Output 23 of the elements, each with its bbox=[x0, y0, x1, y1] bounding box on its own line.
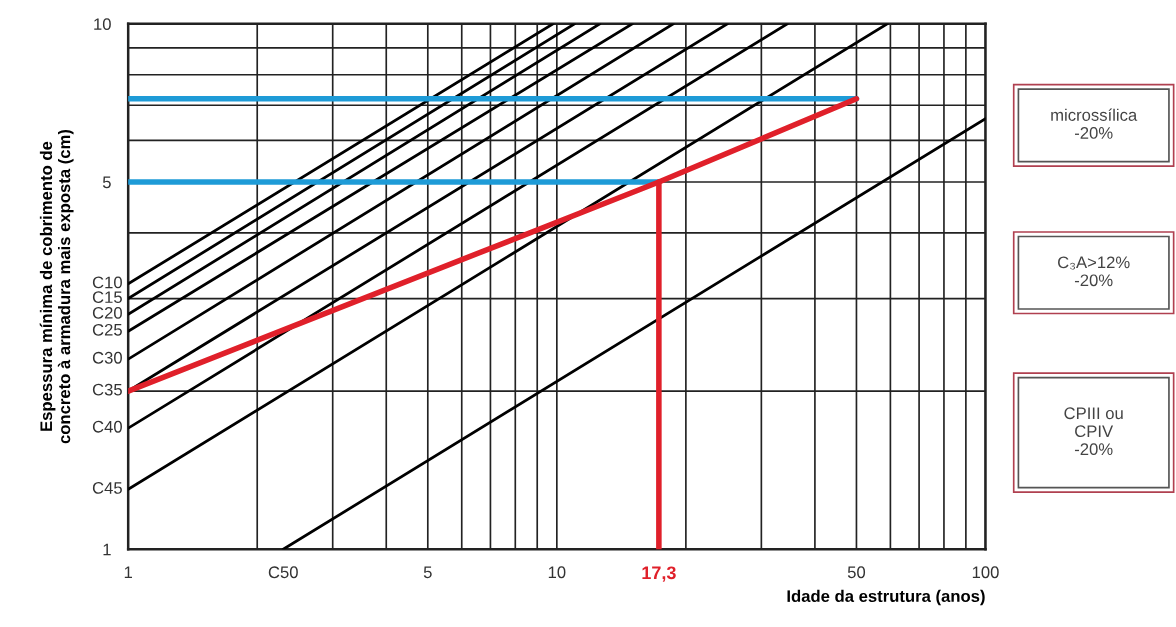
y-tick-label: 1 bbox=[103, 543, 111, 556]
x-axis-title: Idade da estrutura (anos) bbox=[787, 589, 985, 606]
series-label: C10 bbox=[92, 276, 122, 289]
series-label: C15 bbox=[92, 291, 122, 304]
annotation: 17,3 bbox=[642, 566, 676, 582]
x-tick-label: 10 bbox=[548, 566, 566, 579]
x-tick-label: 1 bbox=[124, 566, 133, 578]
text: CPIII ou CPIV -20% bbox=[1064, 407, 1123, 456]
y-axis-title: Espessura mínima de cobrimento de concreto à armadura mais exposta (cm) bbox=[39, 129, 74, 444]
x-tick-label: 100 bbox=[972, 566, 999, 579]
x-tick-label: 50 bbox=[847, 566, 866, 579]
series-label: C35 bbox=[92, 383, 122, 396]
y-tick-label: 10 bbox=[94, 18, 111, 31]
series-label: C25 bbox=[92, 323, 122, 336]
series-label: C20 bbox=[92, 306, 122, 319]
text: microssílica -20% bbox=[1051, 108, 1138, 139]
series-label: C50 bbox=[268, 566, 298, 579]
x-tick-label: 5 bbox=[423, 566, 432, 579]
series-label: C40 bbox=[92, 420, 122, 433]
series-label: C45 bbox=[92, 482, 122, 494]
y-tick-label: 5 bbox=[102, 176, 111, 189]
series-label: C30 bbox=[92, 351, 122, 364]
text: C₃A>12% -20% bbox=[1058, 256, 1130, 287]
